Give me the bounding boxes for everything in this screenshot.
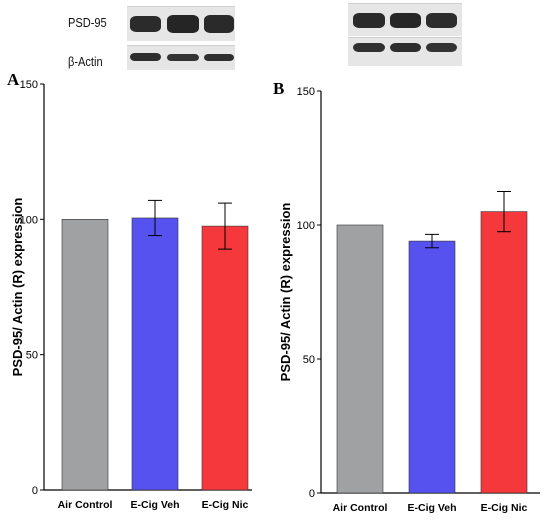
blot-label-psd95: PSD-95 [68,15,107,30]
y-tick-label-b-2: 100 [297,220,315,232]
y-tick-label-a-1: 50 [26,350,38,362]
y-tick-label-a-0: 0 [32,485,38,497]
y-tick-label-b-3: 150 [297,86,315,98]
y-tick-label-a-3: 150 [20,79,38,91]
panel-letter-a: A [7,70,20,89]
bar-b-2 [480,211,528,494]
y-axis-title-a: PSD-95/ Actin (R) expression [10,198,25,377]
x-tick-label-a-2: E-Cig Nic [202,499,249,511]
blot-image-psd95-a [127,6,235,41]
blot-image-actin-a [127,45,235,70]
y-tick-label-b-0: 0 [309,488,315,500]
x-tick-label-b-0: Air Control [333,502,388,514]
bar-b-1 [408,240,456,494]
x-tick-label-b-1: E-Cig Veh [407,502,456,514]
x-tick-label-a-1: E-Cig Veh [130,499,179,511]
bar-b-0 [336,224,384,494]
blot-image-actin-b [348,37,462,66]
y-tick-label-b-1: 50 [303,354,315,366]
x-tick-label-a-0: Air Control [58,499,113,511]
panel-letter-b: B [273,79,285,98]
blot-label-actin: β-Actin [68,54,103,69]
y-tick-label-a-2: 100 [20,214,38,226]
x-tick-label-b-2: E-Cig Nic [481,502,528,514]
y-axis-title-b: PSD-95/ Actin (R) expression [278,203,293,382]
bar-a-0 [61,219,109,491]
bar-a-2 [201,225,249,491]
blot-image-psd95-b [348,3,462,36]
bar-a-1 [131,217,179,491]
